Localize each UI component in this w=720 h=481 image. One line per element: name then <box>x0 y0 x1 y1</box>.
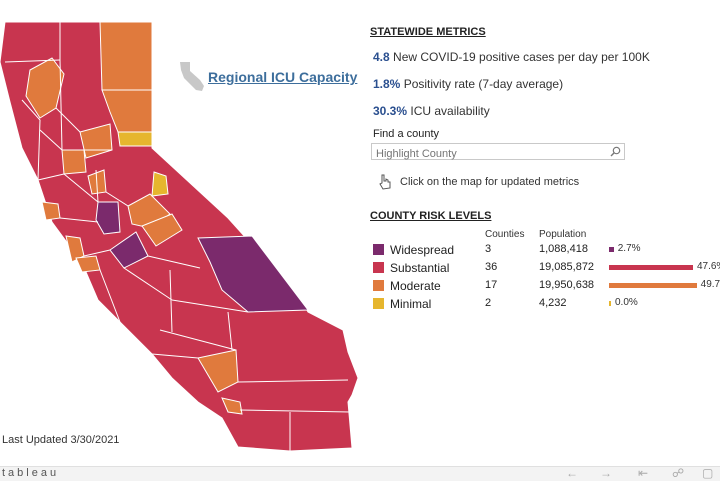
map-hint-text: Click on the map for updated metrics <box>400 176 580 188</box>
fullscreen-icon[interactable]: ▢ <box>702 466 714 480</box>
risk-row-minimal[interactable]: Minimal 2 4,232 0.0% <box>373 297 720 311</box>
risk-level-name: Minimal <box>390 297 432 311</box>
share-icon[interactable]: ☍ <box>672 466 685 480</box>
county-search-input[interactable] <box>372 146 606 162</box>
col-counties: Counties <box>485 229 525 240</box>
metric-label: ICU availability <box>410 104 490 118</box>
col-population: Population <box>539 229 587 240</box>
risk-color-swatch <box>373 280 384 291</box>
metric-value: 4.8 <box>373 50 390 64</box>
risk-population: 19,950,638 <box>539 279 595 291</box>
redo-icon[interactable]: → <box>600 466 612 480</box>
county-mariposa[interactable] <box>141 213 183 247</box>
county-marin[interactable] <box>41 201 61 221</box>
county-risk-levels-title: COUNTY RISK LEVELS <box>370 210 492 222</box>
tableau-logo: tableau <box>2 467 60 479</box>
county-santa-cruz[interactable] <box>75 255 101 273</box>
risk-population: 19,085,872 <box>539 261 595 273</box>
risk-row-moderate[interactable]: Moderate 17 19,950,638 49.7% <box>373 279 720 293</box>
last-updated: Last Updated 3/30/2021 <box>2 434 120 446</box>
risk-color-swatch <box>373 298 384 309</box>
metric-label: Positivity rate (7-day average) <box>403 77 564 91</box>
map-hint: Click on the map for updated metrics <box>378 174 579 190</box>
tableau-toolbar: tableau ← → ⇤ ☍ ▢ <box>0 466 720 481</box>
county-sierra[interactable] <box>117 131 153 147</box>
risk-population: 4,232 <box>539 297 567 309</box>
population-share-bar <box>609 283 697 288</box>
california-shape-icon <box>180 62 204 91</box>
find-county-label: Find a county <box>373 128 440 140</box>
population-share-pct: 47.6% <box>696 261 720 272</box>
population-share-bar <box>609 265 693 270</box>
risk-color-swatch <box>373 262 384 273</box>
metric-new-cases: 4.8 New COVID-19 positive cases per day … <box>373 50 650 64</box>
risk-county-count: 3 <box>485 243 492 255</box>
metric-positivity: 1.8% Positivity rate (7-day average) <box>373 77 563 91</box>
county-orange-coast[interactable] <box>221 397 243 415</box>
population-share-pct: 0.0% <box>615 297 638 308</box>
risk-row-widespread[interactable]: Widespread 3 1,088,418 2.7% <box>373 243 720 257</box>
risk-population: 1,088,418 <box>539 243 588 255</box>
undo-icon[interactable]: ← <box>566 466 578 480</box>
county-borders <box>4 22 351 451</box>
metric-icu: 30.3% ICU availability <box>373 104 490 118</box>
risk-level-name: Moderate <box>390 279 441 293</box>
california-county-map[interactable] <box>0 0 370 465</box>
metric-value: 1.8% <box>373 77 401 91</box>
population-share-bar <box>609 247 614 252</box>
county-yolo[interactable] <box>61 149 87 175</box>
county-search-box[interactable] <box>371 143 625 162</box>
population-share-pct: 2.7% <box>617 243 641 254</box>
metric-value: 30.3% <box>373 104 408 118</box>
county-modoc[interactable] <box>99 21 153 91</box>
risk-color-swatch <box>373 244 384 255</box>
search-icon[interactable] <box>610 146 621 157</box>
risk-county-count: 2 <box>485 297 492 309</box>
county-sacramento[interactable] <box>95 201 121 235</box>
population-share-pct: 49.7% <box>700 279 720 290</box>
regional-icu-capacity-link[interactable]: Regional ICU Capacity <box>208 69 358 85</box>
risk-county-count: 36 <box>485 261 498 273</box>
metric-label: New COVID-19 positive cases per day per … <box>393 50 650 64</box>
county-san-mateo[interactable] <box>65 235 85 263</box>
pointer-hand-icon <box>379 174 391 190</box>
population-share-bar <box>609 301 611 306</box>
risk-level-name: Widespread <box>390 243 455 257</box>
risk-county-count: 17 <box>485 279 498 291</box>
revert-icon[interactable]: ⇤ <box>638 466 649 480</box>
county-alpine[interactable] <box>151 171 169 197</box>
statewide-metrics-title: STATEWIDE METRICS <box>370 26 486 38</box>
risk-level-name: Substantial <box>390 261 450 275</box>
risk-row-substantial[interactable]: Substantial 36 19,085,872 47.6% <box>373 261 720 275</box>
